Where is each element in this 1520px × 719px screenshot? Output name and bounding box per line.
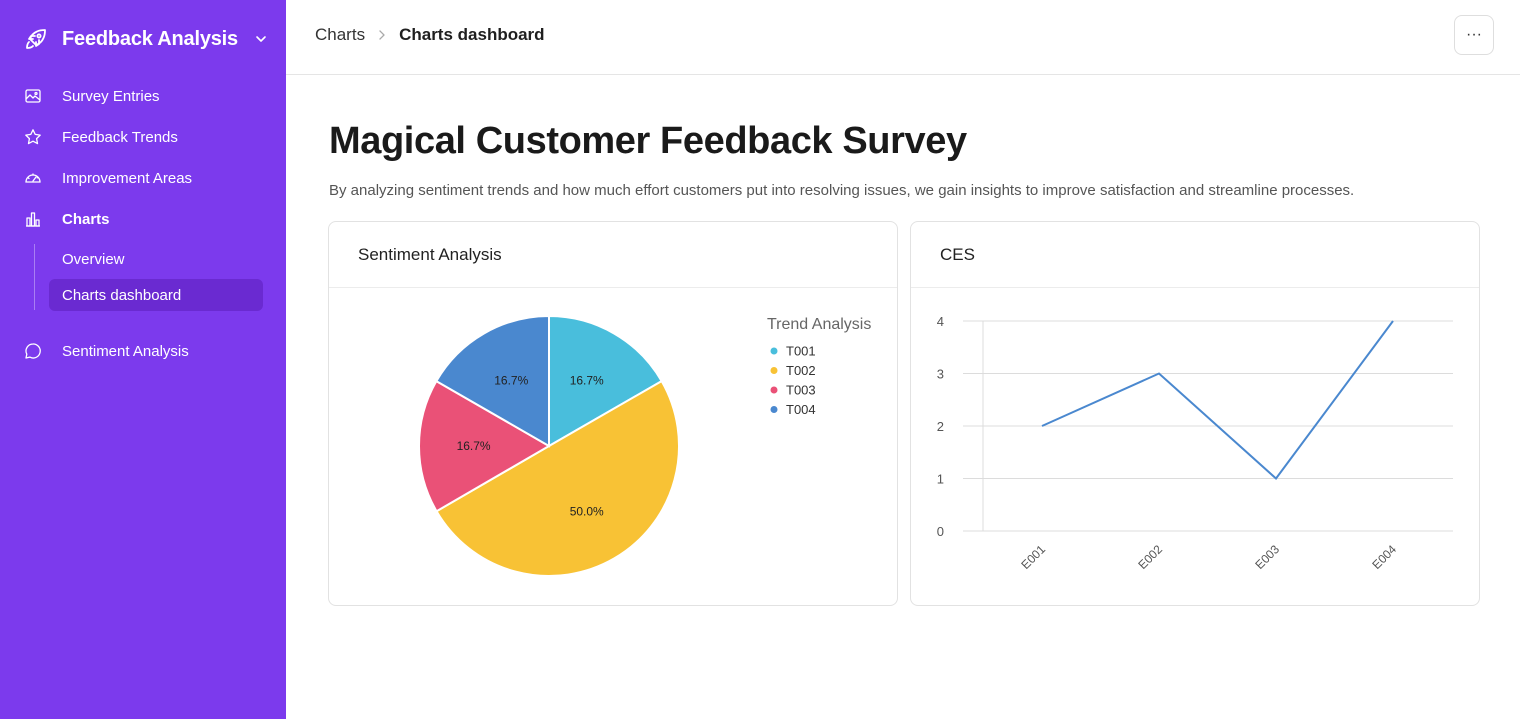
- ces-card: CES 0 1 2 3 4 E001 E002 E003 E004: [910, 221, 1480, 606]
- pie-slice-label: 16.7%: [457, 439, 491, 453]
- chat-bubble-icon: [24, 342, 42, 360]
- sidebar-item-label: Charts: [62, 210, 110, 228]
- legend-swatch: [770, 406, 778, 413]
- sidebar-item-label: Survey Entries: [62, 87, 160, 105]
- sidebar-item-feedback-trends[interactable]: Feedback Trends: [24, 117, 178, 157]
- star-icon: [24, 128, 42, 146]
- sidebar-item-improvement-areas[interactable]: Improvement Areas: [24, 158, 192, 198]
- x-tick-label: E003: [1252, 542, 1282, 572]
- sidebar-item-sentiment-analysis[interactable]: Sentiment Analysis: [24, 331, 189, 371]
- legend-item: T002: [786, 363, 816, 378]
- pie-slice-label: 50.0%: [570, 504, 604, 518]
- legend-item: T003: [786, 383, 816, 398]
- pie-slice-t001: [548, 314, 664, 448]
- pie-slice-label: 16.7%: [494, 374, 528, 388]
- pie-chart-area: 16.7% 50.0% 16.7% 16.7% Trend Analysis T001 T0…: [329, 288, 897, 611]
- pie-slice-t004: [434, 314, 550, 448]
- chevron-right-icon: [377, 29, 387, 41]
- pie-slice-t002: [435, 379, 680, 577]
- sidebar-subitem-overview[interactable]: Overview: [49, 243, 263, 275]
- x-tick-label: E001: [1018, 542, 1048, 572]
- page-description: By analyzing sentiment trends and how mu…: [329, 182, 1355, 199]
- sidebar-item-label: Sentiment Analysis: [62, 342, 189, 360]
- y-tick-label: 2: [937, 419, 944, 434]
- y-tick-label: 1: [937, 472, 944, 487]
- more-horizontal-icon: ···: [1466, 26, 1482, 43]
- app-title: Feedback Analysis: [62, 27, 238, 50]
- bar-chart-icon: [24, 210, 42, 228]
- breadcrumb: Charts Charts dashboard: [315, 25, 545, 45]
- breadcrumb-charts-link[interactable]: Charts: [315, 25, 366, 44]
- rocket-icon: [24, 27, 48, 51]
- legend-swatch: [770, 367, 778, 374]
- image-icon: [24, 87, 42, 105]
- line-chart-area: 0 1 2 3 4 E001 E002 E003 E004: [911, 288, 1479, 611]
- submenu-divider: [34, 244, 35, 310]
- page-title: Magical Customer Feedback Survey: [329, 120, 967, 162]
- card-title: Sentiment Analysis: [329, 222, 897, 288]
- chevron-down-icon: [254, 32, 268, 46]
- gauge-icon: [24, 169, 42, 187]
- sidebar-item-label: Improvement Areas: [62, 169, 193, 187]
- legend-item: T004: [786, 402, 816, 417]
- y-tick-label: 0: [937, 524, 944, 539]
- top-header: Charts Charts dashboard ···: [286, 0, 1520, 75]
- breadcrumb-current: Charts dashboard: [399, 25, 545, 44]
- y-tick-label: 4: [937, 314, 944, 329]
- pie-chart: 16.7% 50.0% 16.7% 16.7% Trend Analysis T001 T0…: [418, 314, 871, 577]
- pie-slice-t003: [418, 379, 551, 513]
- y-tick-label: 3: [937, 367, 944, 382]
- legend-swatch: [770, 386, 778, 394]
- pie-slice-label: 16.7%: [570, 374, 604, 388]
- sidebar: Feedback Analysis Survey Entries Feedbac…: [0, 0, 286, 719]
- more-options-button[interactable]: ···: [1454, 15, 1494, 55]
- app-switcher[interactable]: Feedback Analysis: [24, 26, 268, 52]
- legend-title: Trend Analysis: [767, 316, 871, 333]
- x-tick-label: E002: [1135, 542, 1165, 572]
- legend-item: T001: [786, 344, 816, 359]
- card-title: CES: [911, 222, 1479, 288]
- legend-swatch: [770, 347, 778, 355]
- sentiment-analysis-card: Sentiment Analysis 16.7% 50.0% 16.7% 16.7% T…: [328, 221, 898, 606]
- sidebar-subitem-label: Charts dashboard: [62, 286, 182, 304]
- sidebar-item-survey-entries[interactable]: Survey Entries: [24, 76, 160, 116]
- sidebar-item-label: Feedback Trends: [62, 128, 178, 146]
- x-tick-label: E004: [1369, 542, 1399, 572]
- line-chart: 0 1 2 3 4 E001 E002 E003 E004: [937, 314, 1453, 572]
- sidebar-subitem-charts-dashboard[interactable]: Charts dashboard: [49, 279, 263, 311]
- sidebar-item-charts[interactable]: Charts: [24, 199, 110, 239]
- sidebar-subitem-label: Overview: [62, 250, 125, 268]
- ces-series-line: [1041, 320, 1394, 480]
